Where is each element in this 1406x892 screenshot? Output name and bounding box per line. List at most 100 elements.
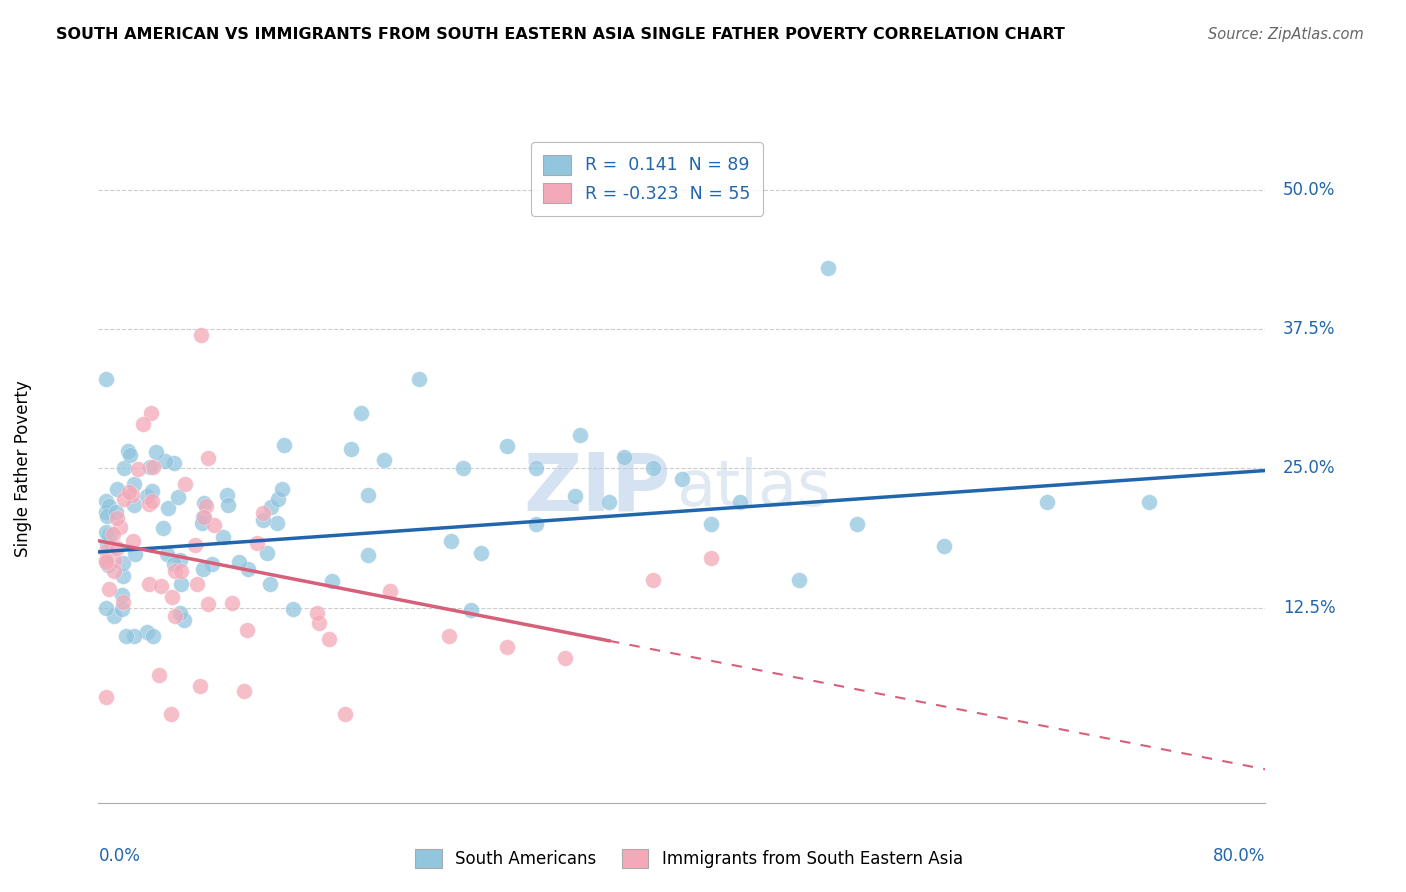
Point [94,525,117,540]
Point [94,505,117,519]
Point [94,372,117,386]
Point [148,667,170,681]
Point [103,553,125,567]
Point [98,582,121,596]
Point [141,484,163,499]
Point [845,517,868,532]
Point [124,548,146,562]
Point [524,461,547,475]
Point [122,498,145,512]
Point [700,550,723,565]
Point [96,537,118,551]
Point [186,577,208,591]
Point [138,577,160,591]
Point [193,509,215,524]
Text: Source: ZipAtlas.com: Source: ZipAtlas.com [1208,27,1364,42]
Point [228,555,250,569]
Text: Single Father Poverty: Single Father Poverty [14,380,31,557]
Text: 25.0%: 25.0% [1282,459,1336,477]
Point [139,460,162,475]
Point [105,482,128,496]
Point [169,553,191,567]
Point [1035,494,1057,508]
Point [111,588,134,602]
Point [217,499,239,513]
Point [191,516,214,530]
Point [671,473,693,487]
Point [440,533,463,548]
Text: 37.5%: 37.5% [1282,320,1336,338]
Point [700,517,723,532]
Legend: R =  0.141  N = 89, R = -0.323  N = 55: R = 0.141 N = 89, R = -0.323 N = 55 [531,143,762,216]
Point [156,501,179,516]
Point [357,488,380,502]
Point [103,564,125,578]
Point [105,505,128,519]
Point [252,513,274,527]
Point [163,609,186,624]
Point [124,477,146,491]
Text: 12.5%: 12.5% [1282,599,1336,616]
Point [373,453,395,467]
Point [193,510,215,524]
Point [160,591,183,605]
Point [142,628,165,642]
Point [197,597,219,611]
Point [94,690,117,704]
Point [169,606,191,620]
Point [307,607,329,621]
Point [114,628,136,642]
Point [173,613,195,627]
Point [122,533,145,548]
Point [934,539,956,553]
Text: 0.0%: 0.0% [98,847,141,865]
Point [266,516,288,530]
Point [122,628,145,642]
Point [333,706,356,721]
Point [281,602,304,616]
Point [152,521,174,535]
Point [246,536,269,550]
Point [174,476,197,491]
Point [191,561,214,575]
Point [408,372,430,386]
Point [238,562,260,576]
Point [135,624,157,639]
Point [97,499,120,513]
Point [495,439,517,453]
Point [110,520,132,534]
Point [94,600,117,615]
Point [451,461,474,475]
Point [97,528,120,542]
Point [103,608,125,623]
Point [111,595,134,609]
Point [339,442,361,456]
Point [135,489,157,503]
Point [117,444,139,458]
Point [163,564,186,578]
Point [612,450,634,465]
Text: ZIP: ZIP [523,450,671,527]
Point [145,445,167,459]
Point [204,518,226,533]
Point [169,564,191,578]
Point [524,517,547,532]
Point [554,651,576,665]
Point [437,628,460,642]
Text: atlas: atlas [676,458,831,519]
Point [641,573,664,587]
Point [194,499,217,513]
Point [188,679,211,693]
Point [787,573,810,587]
Text: 80.0%: 80.0% [1213,847,1265,865]
Point [132,417,155,431]
Point [118,448,141,462]
Point [97,558,120,573]
Point [101,527,124,541]
Point [118,484,141,499]
Point [470,546,492,560]
Point [350,406,373,420]
Point [111,602,134,616]
Point [564,489,586,503]
Point [184,538,207,552]
